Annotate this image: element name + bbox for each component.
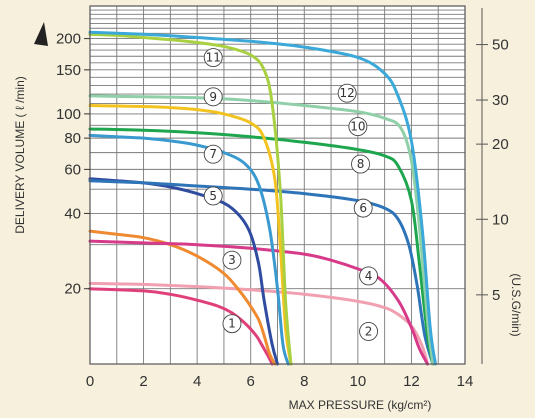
curve-label-5: 5 — [203, 186, 223, 206]
curve-label-text: 10 — [350, 120, 365, 134]
curve-label-8: 8 — [351, 154, 370, 174]
y-tick-label: 80 — [64, 130, 81, 147]
curve-label-circle — [348, 117, 368, 136]
y-tick-label: 200 — [56, 31, 81, 48]
y-right-tick-label: 20 — [492, 136, 509, 153]
curve-label-4: 4 — [359, 266, 379, 286]
series-line-6 — [88, 179, 435, 366]
curve-label-circle — [222, 250, 242, 270]
curve-label-text: 9 — [209, 90, 217, 104]
y-right-tick-label: 5 — [492, 287, 500, 304]
x-tick-label: 12 — [403, 373, 420, 390]
y-axis-right-title: (U.S.G/min) — [509, 273, 523, 336]
curve-label-text: 11 — [206, 51, 221, 65]
y-right-tick-label: 50 — [492, 37, 509, 54]
curve-label-circle — [222, 314, 242, 334]
curve-label-circle — [337, 83, 357, 103]
curve-label-3: 3 — [222, 250, 242, 270]
x-tick-label: 6 — [247, 373, 255, 390]
curve-label-text: 5 — [209, 189, 217, 203]
curve-label-10: 10 — [348, 117, 368, 136]
plot-border — [89, 5, 466, 365]
curve-label-circle — [203, 186, 223, 206]
y-tick-label: 40 — [64, 205, 81, 222]
x-tick-label: 14 — [457, 373, 474, 390]
series-line-12 — [88, 30, 437, 366]
curve-label-circle — [203, 87, 223, 107]
series-line-10 — [88, 94, 435, 366]
curve-label-text: 6 — [359, 201, 367, 215]
curve-label-7: 7 — [203, 144, 223, 164]
y-tick-label: 20 — [64, 281, 81, 298]
curve-label-circle — [353, 198, 373, 218]
y-right-tick-label: 10 — [492, 211, 509, 228]
curve-label-1: 1 — [222, 314, 242, 334]
x-tick-label: 2 — [139, 373, 147, 390]
curve-label-circle — [351, 154, 370, 174]
curve-label-text: 1 — [228, 317, 236, 331]
series-line-11 — [88, 32, 293, 366]
curve-label-9: 9 — [203, 87, 223, 107]
series-line-4 — [88, 239, 429, 366]
y-tick-label: 150 — [56, 62, 81, 79]
curve-label-text: 3 — [228, 253, 236, 267]
curve-label-11: 11 — [203, 48, 223, 67]
series-line-3 — [88, 229, 277, 366]
curve-label-text: 4 — [365, 269, 373, 283]
curve-label-6: 6 — [353, 198, 373, 218]
y-axis-title: DELIVERY VOLUME ( ℓ /min) — [13, 76, 27, 233]
x-tick-label: 0 — [86, 373, 94, 390]
curve-label-text: 2 — [365, 324, 373, 338]
curve-label-circle — [203, 144, 223, 164]
series-line-8 — [88, 127, 435, 366]
curve-label-circle — [359, 266, 379, 286]
curve-label-text: 12 — [340, 86, 355, 100]
series-layer — [88, 30, 437, 366]
y-axis-arrow — [34, 22, 48, 46]
curve-label-text: 7 — [209, 147, 217, 161]
series-line-9 — [88, 104, 293, 366]
y-right-tick-label: 30 — [492, 92, 509, 109]
series-line-7 — [88, 133, 290, 366]
curve-label-circle — [359, 321, 379, 341]
x-tick-label: 8 — [300, 373, 308, 390]
curve-label-2: 2 — [359, 321, 379, 341]
x-tick-label: 4 — [193, 373, 201, 390]
curve-label-circle — [203, 48, 223, 67]
x-tick-label: 10 — [350, 373, 367, 390]
curve-label-text: 8 — [357, 157, 365, 171]
y-tick-label: 60 — [64, 161, 81, 178]
y-tick-label: 100 — [56, 106, 81, 123]
curve-label-12: 12 — [337, 83, 357, 103]
series-line-2 — [88, 281, 429, 366]
x-axis-title: MAX PRESSURE (kg/cm²) — [289, 398, 432, 412]
